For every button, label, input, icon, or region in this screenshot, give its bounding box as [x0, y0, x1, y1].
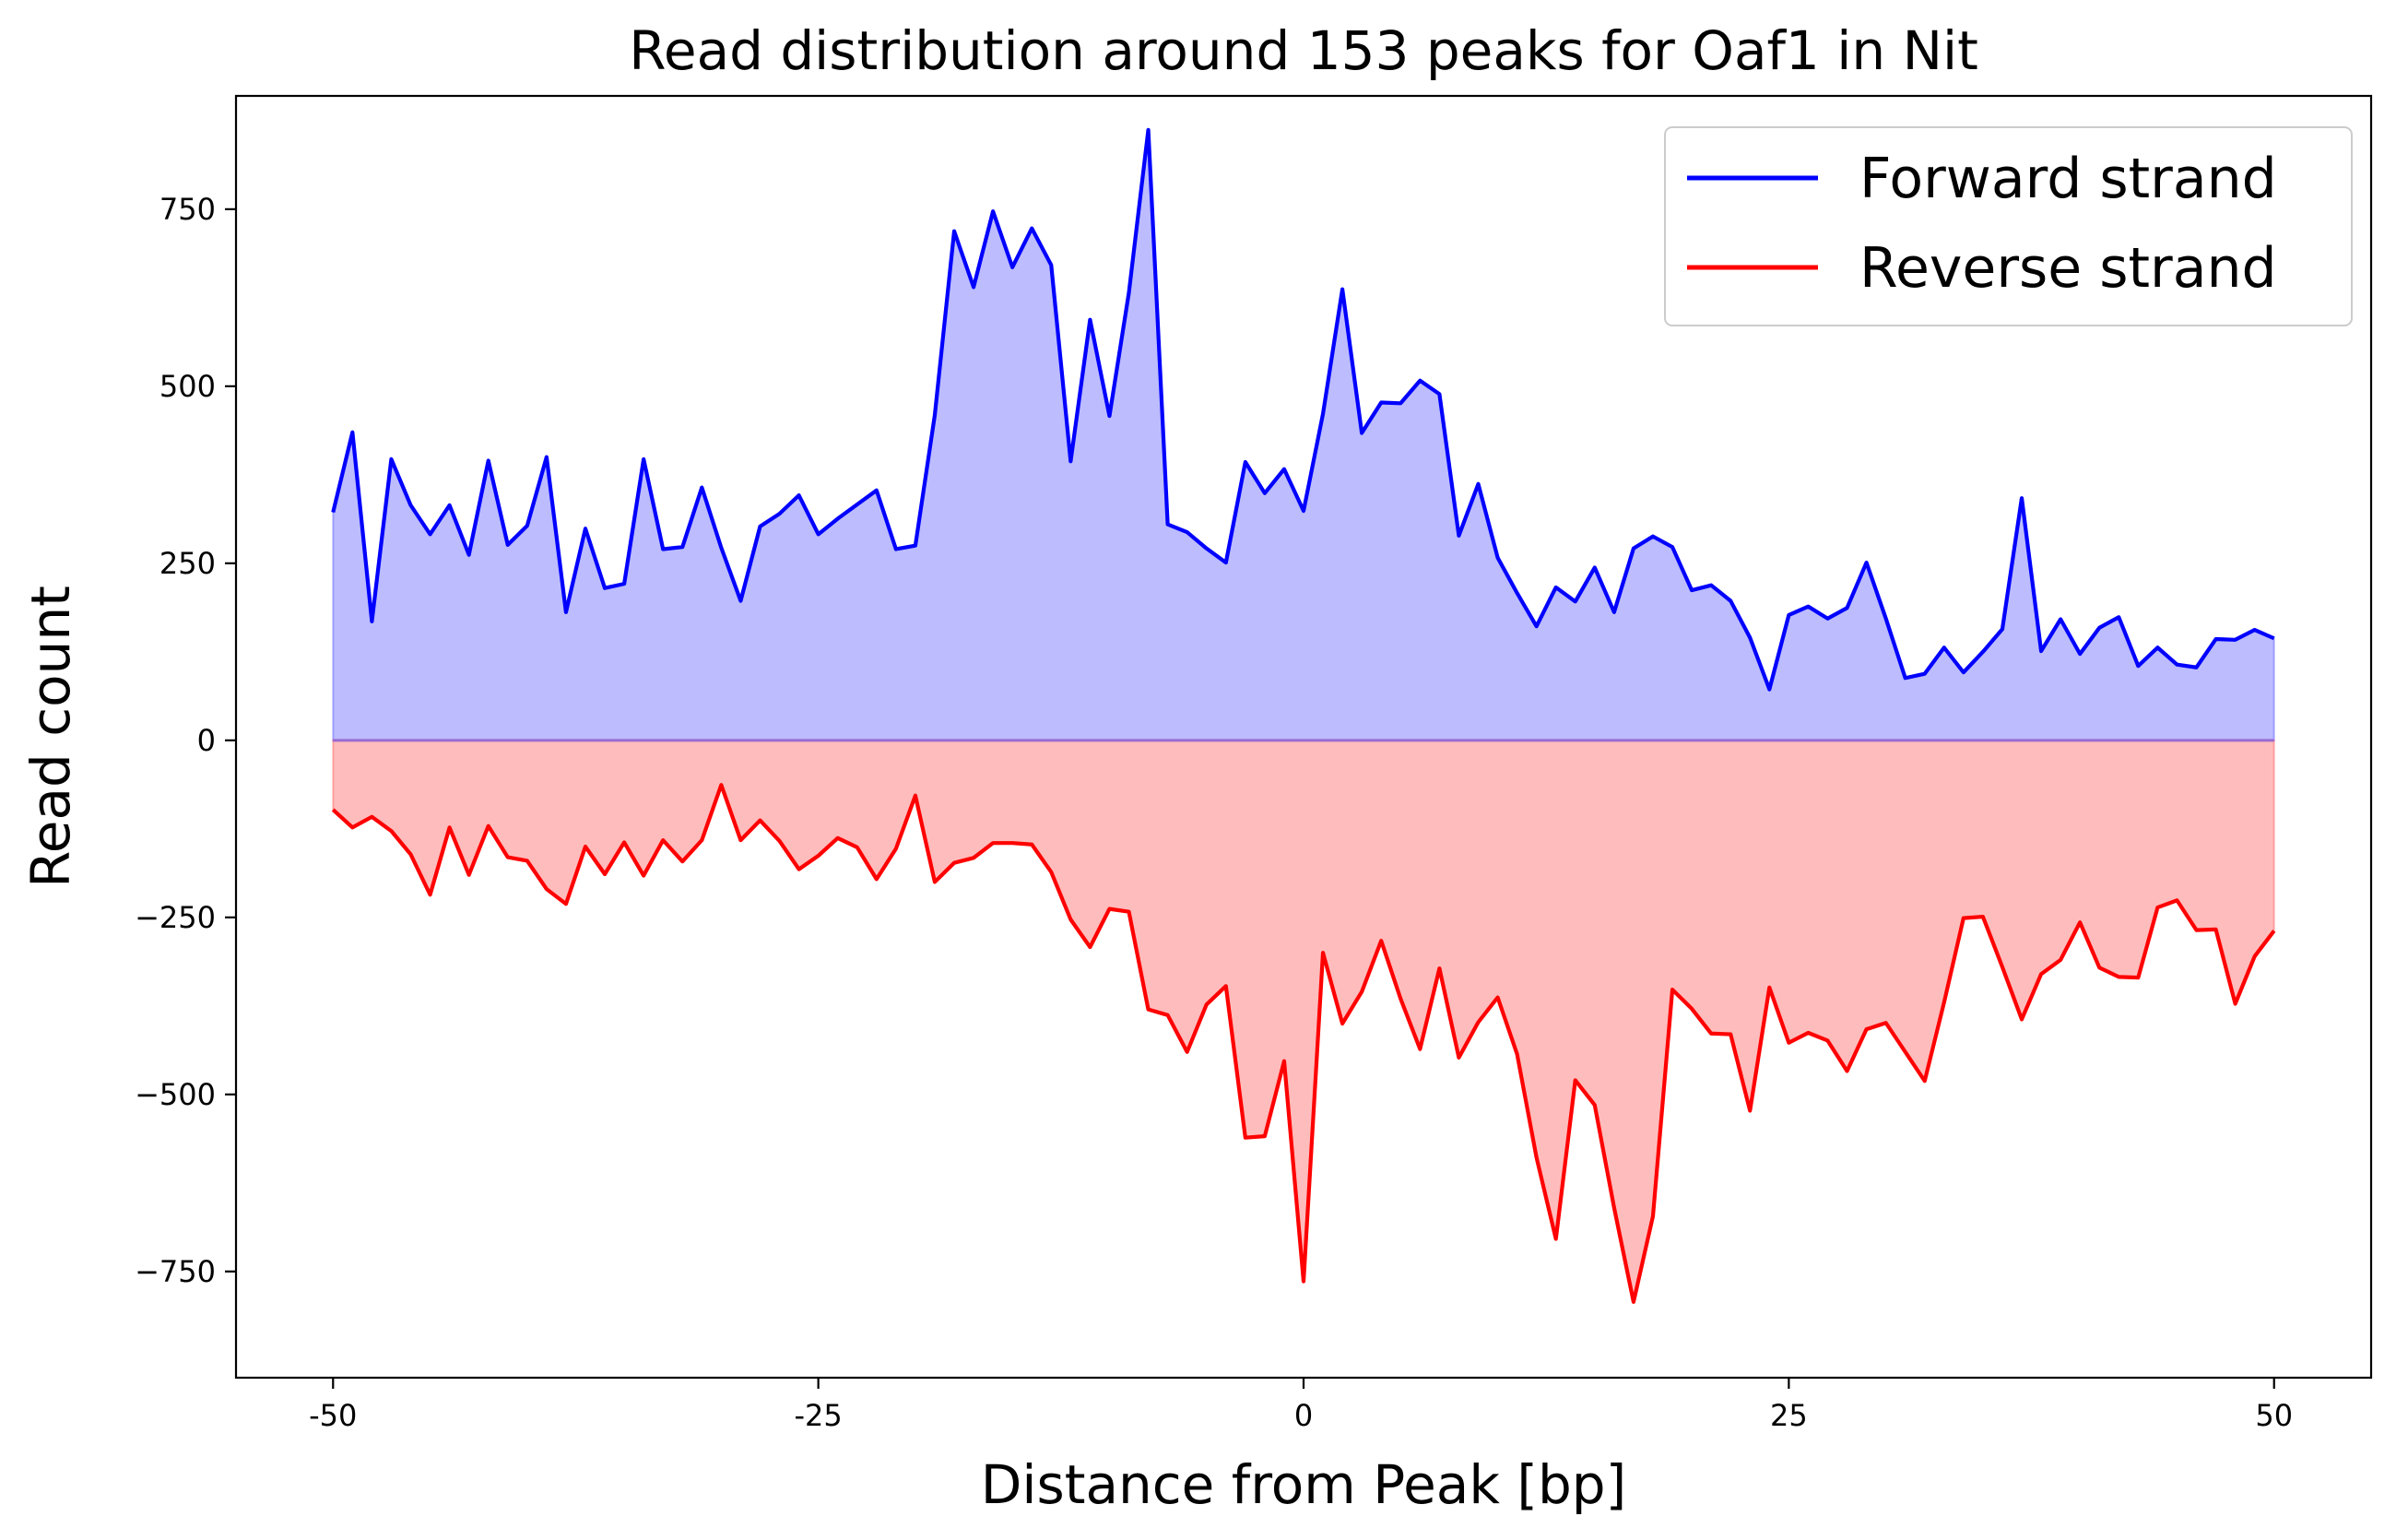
- forward-strand-line: [331, 127, 2275, 692]
- x-tick-label: 0: [1294, 1398, 1313, 1433]
- y-tick-label: 0: [197, 723, 216, 758]
- plot-area: [331, 127, 2276, 1304]
- y-tick-label: 500: [159, 369, 216, 404]
- y-axis: 750 500 250 0 −250 −500 −750: [135, 192, 236, 1289]
- y-tick-label: −250: [135, 900, 216, 935]
- x-tick-label: -25: [795, 1398, 843, 1433]
- x-axis: -50 -25 0 25 50: [309, 1378, 2293, 1433]
- chart-title: Read distribution around 153 peaks for O…: [629, 19, 1978, 82]
- x-tick-label: -50: [309, 1398, 357, 1433]
- x-tick-label: 50: [2255, 1398, 2293, 1433]
- legend-reverse-label: Reverse strand: [1859, 236, 2277, 301]
- y-tick-label: 250: [159, 546, 216, 581]
- y-tick-label: 750: [159, 192, 216, 227]
- y-tick-label: −750: [135, 1254, 216, 1289]
- legend-forward-label: Forward strand: [1859, 147, 2277, 211]
- reverse-strand-line: [331, 783, 2276, 1304]
- y-axis-label: Read count: [19, 586, 82, 888]
- x-axis-label: Distance from Peak [bp]: [981, 1453, 1627, 1516]
- legend-box: [1664, 126, 2353, 326]
- legend: Forward strand Reverse strand: [1664, 126, 2353, 326]
- y-tick-label: −500: [135, 1077, 216, 1112]
- x-tick-label: 25: [1770, 1398, 1808, 1433]
